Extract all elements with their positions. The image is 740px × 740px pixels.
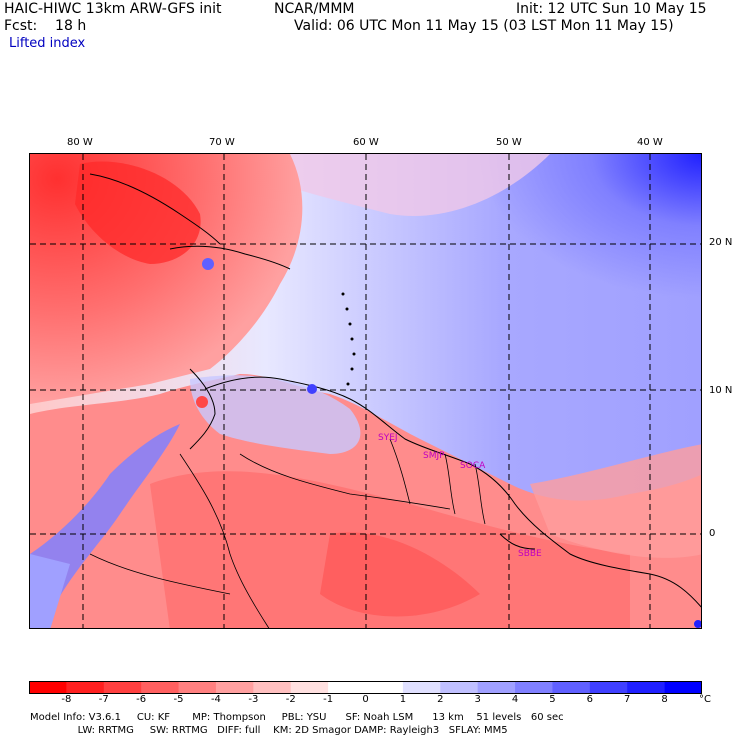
model-title: HAIC-HIWC 13km ARW-GFS init <box>4 1 222 17</box>
borders <box>89 438 486 628</box>
color-scale-ticks: -8 -7 -6 -5 -4 -3 -2 -1 0 1 2 3 4 5 6 7 8 <box>29 694 702 708</box>
lon-label-60w: 60 W <box>353 137 379 148</box>
color-scale-tick-label: 5 <box>549 694 556 705</box>
color-scale-tick-label: 3 <box>474 694 481 705</box>
color-scale-tick-label: -8 <box>61 694 72 705</box>
station-sbbe: SBBE <box>518 549 542 559</box>
trinidad-stable-pocket <box>307 384 317 394</box>
color-scale-segment <box>440 681 479 694</box>
lon-label-80w: 80 W <box>67 137 93 148</box>
color-scale-unit: °C <box>699 694 711 705</box>
color-scale-segment <box>66 681 105 694</box>
lon-label-50w: 50 W <box>496 137 522 148</box>
lon-label-70w: 70 W <box>209 137 235 148</box>
color-scale-tick-label: 1 <box>399 694 407 705</box>
color-scale-segment <box>29 681 67 694</box>
color-scale-segment <box>402 681 441 694</box>
org-label: NCAR/MMM <box>274 1 355 17</box>
maracaibo-unstable-pocket <box>196 396 208 408</box>
color-scale-tick-label: -5 <box>173 694 184 705</box>
field-name: Lifted index <box>9 36 86 51</box>
pacific-stable <box>30 554 70 628</box>
color-scale-segment <box>552 681 591 694</box>
color-scale-segment <box>589 681 628 694</box>
color-scale-tick-label: 8 <box>661 694 668 705</box>
model-info-line1: Model Info: V3.6.1 CU: KF MP: Thompson P… <box>30 712 564 723</box>
lon-label-40w: 40 W <box>637 137 663 148</box>
color-scale-segment <box>328 681 366 694</box>
color-scale-segment <box>290 681 329 694</box>
graticule <box>30 154 701 628</box>
station-syej: SYEJ <box>378 433 398 443</box>
station-soca: SOCA <box>460 461 486 471</box>
lat-label-20n: 20 N <box>709 237 733 248</box>
map-canvas <box>30 154 701 628</box>
ne-brazil-field <box>530 444 701 558</box>
north-band <box>280 154 550 216</box>
lat-label-10n: 10 N <box>709 385 733 396</box>
color-scale-segment <box>141 681 180 694</box>
coastlines <box>89 173 701 608</box>
color-scale-segment <box>627 681 666 694</box>
color-scale-tick-label: 4 <box>511 694 519 705</box>
color-scale-segment <box>477 681 516 694</box>
model-info-line2: LW: RRTMG SW: RRTMG DIFF: full KM: 2D Sm… <box>30 725 508 736</box>
inland-core <box>320 532 480 617</box>
color-scale-segment <box>253 681 292 694</box>
lat-label-0: 0 <box>709 528 716 539</box>
forecast-hour: Fcst: 18 h <box>4 18 87 34</box>
color-scale-segment <box>664 681 702 694</box>
lesser-antilles <box>341 292 356 386</box>
venezuela-stable <box>190 375 361 454</box>
station-smjp: SMJP <box>423 451 445 461</box>
southeast-stable-pocket <box>694 620 701 628</box>
unstable-core <box>75 161 201 264</box>
color-scale-tick-label: 2 <box>437 694 444 705</box>
color-scale-bar <box>29 681 702 694</box>
color-scale-tick-label: -6 <box>136 694 147 705</box>
color-scale-tick-label: -4 <box>210 694 221 705</box>
hispaniola-stable-pocket <box>202 258 214 270</box>
color-scale-tick-label: -3 <box>248 694 259 705</box>
color-scale-segment <box>103 681 142 694</box>
color-scale-tick-label: 7 <box>624 694 631 705</box>
andes-stable <box>30 424 180 628</box>
lifted-index-map: SYEJ SMJP SOCA SBBE <box>29 153 702 629</box>
color-scale-tick-label: 6 <box>586 694 594 705</box>
color-scale-segment <box>515 681 553 694</box>
color-scale-segment <box>178 681 217 694</box>
color-scale-tick-label: -7 <box>98 694 109 705</box>
valid-time: Valid: 06 UTC Mon 11 May 15 (03 LST Mon … <box>294 18 674 34</box>
color-scale-tick-label: -2 <box>285 694 296 705</box>
init-time: Init: 12 UTC Sun 10 May 15 <box>516 1 707 17</box>
color-scale-outline <box>29 681 702 694</box>
color-scale-tick-label: 0 <box>362 694 369 705</box>
color-scale-segment <box>365 681 404 694</box>
color-scale-segment <box>215 681 254 694</box>
color-scale-tick-label: -1 <box>323 694 334 705</box>
